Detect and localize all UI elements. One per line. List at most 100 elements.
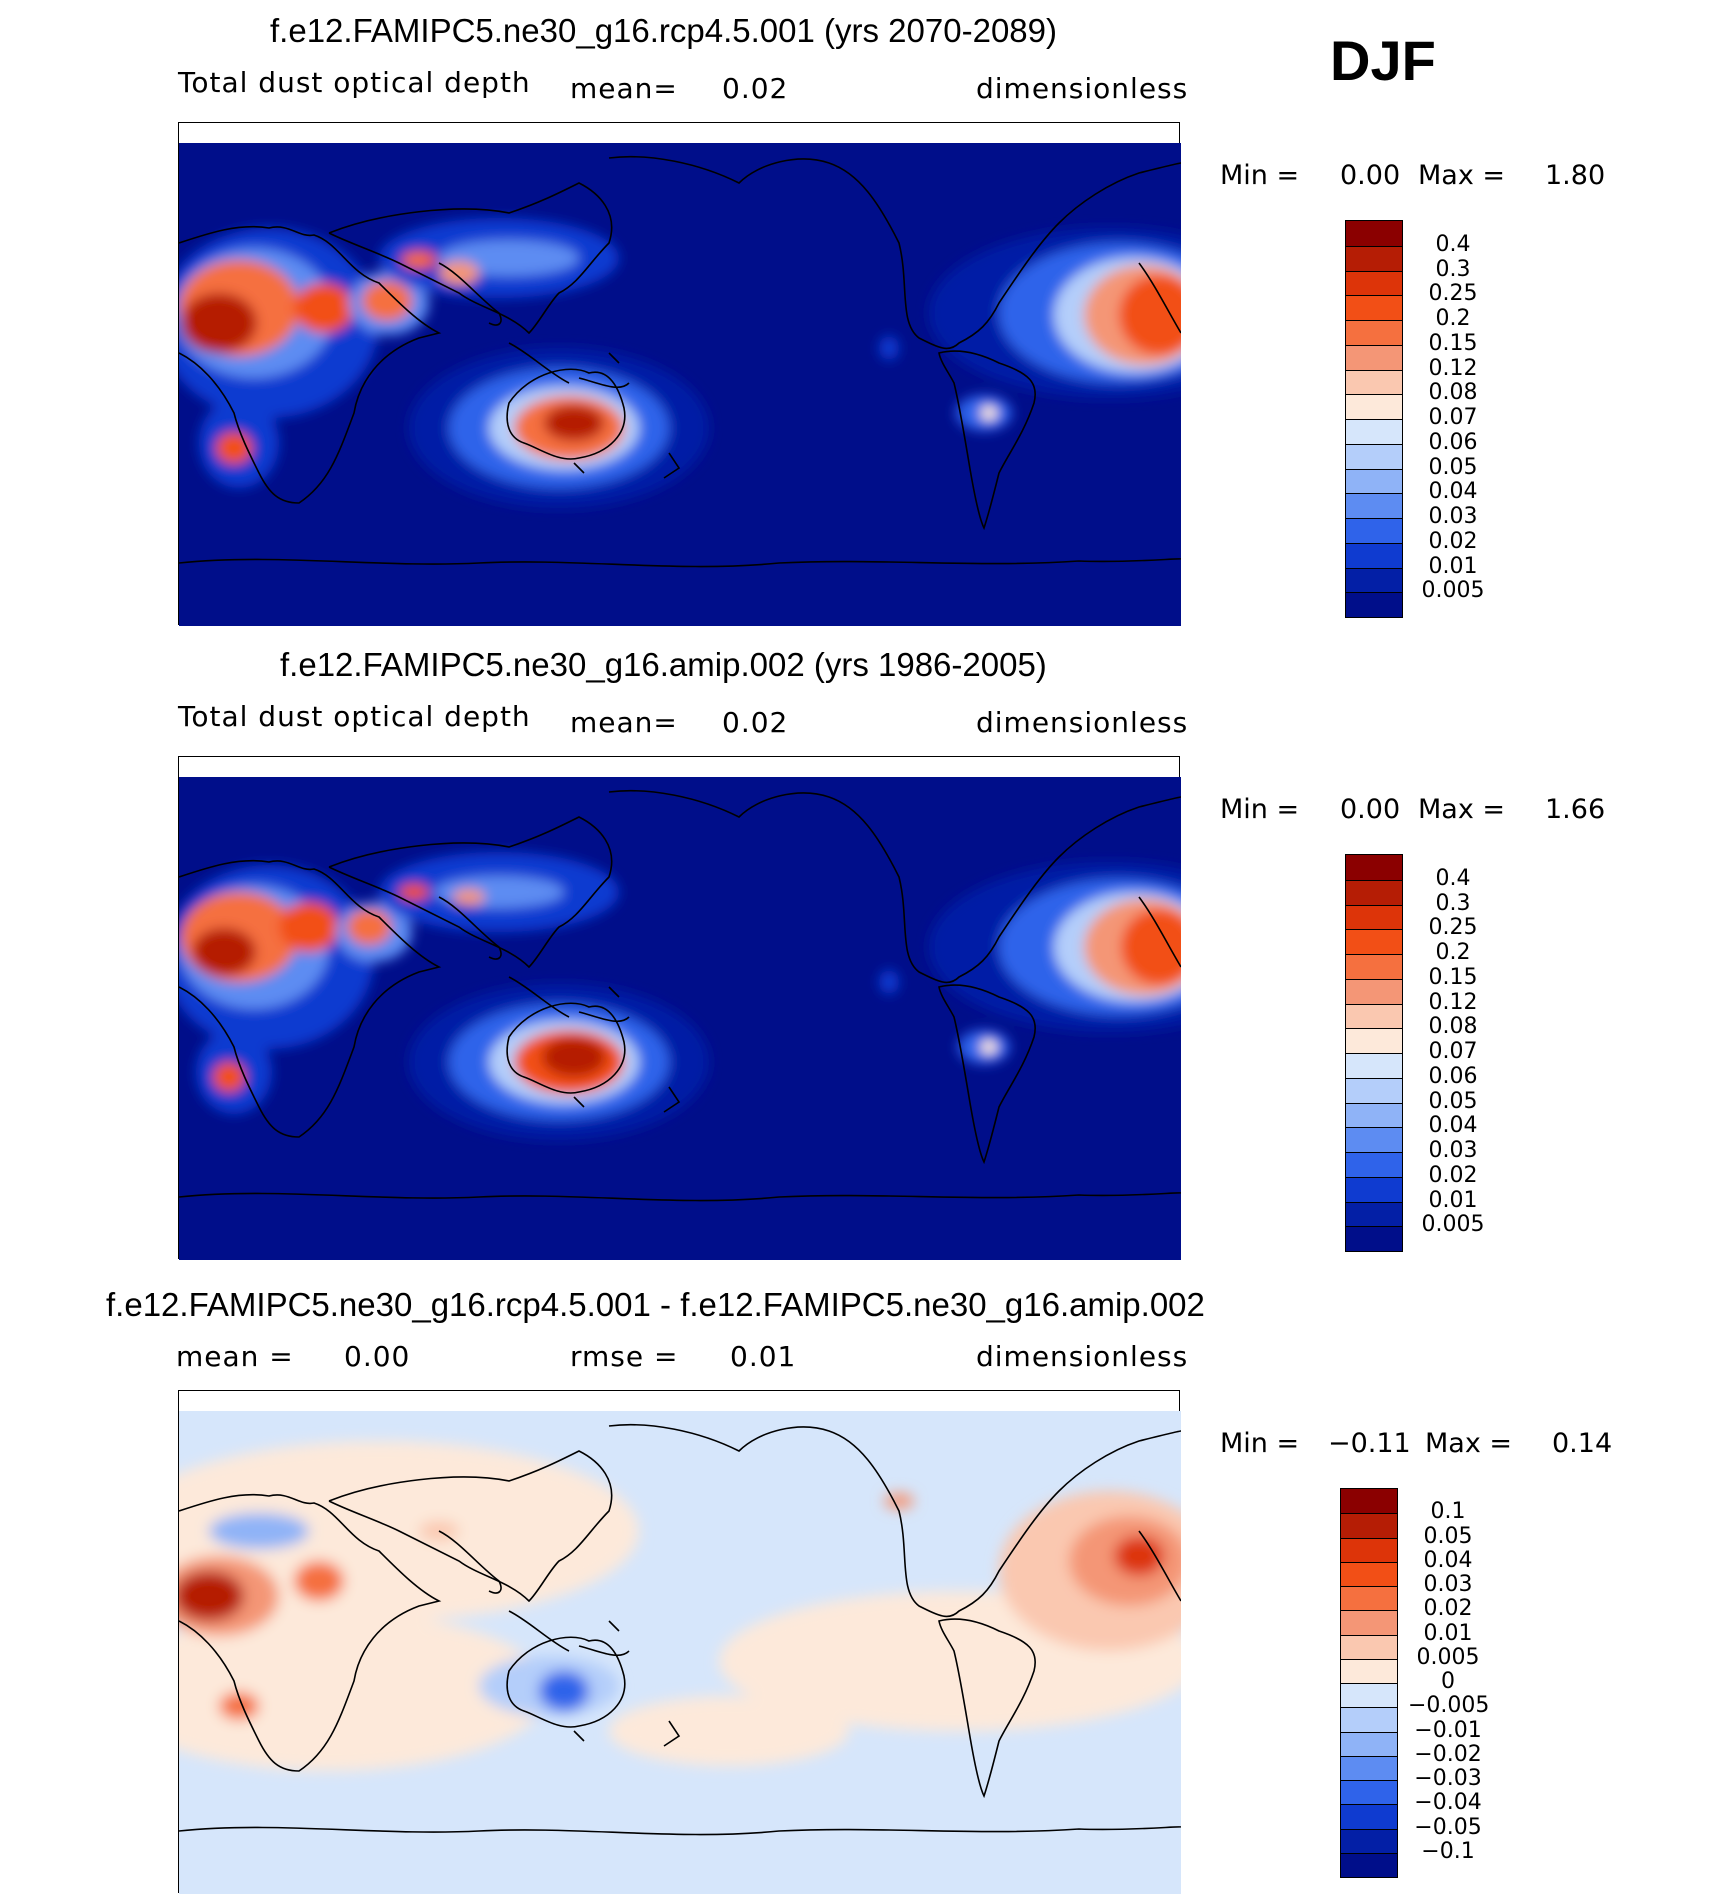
colorbar-swatch [1341,1634,1397,1659]
panel-top-max-value: 1.80 [1545,160,1606,191]
diff-positive-arabia [294,1561,344,1601]
coast-north-america [608,789,1181,984]
dust-spot-mexico [879,336,899,360]
colorbar-swatch [1341,1610,1397,1635]
panel-bottom-mean-value: 0.00 [344,1340,411,1373]
colorbar-label: 0.15 [1428,330,1478,356]
dust-spot-mexico [879,970,899,994]
coast-indonesia [508,976,630,1022]
colorbar-label: 0.3 [1435,256,1471,282]
coast-africa [179,859,442,1138]
panel-bottom-max-label: Max = [1425,1428,1513,1459]
colorbar-label: −0.01 [1414,1717,1482,1743]
diff-positive-kalahari [219,1692,259,1720]
panel-middle-max-label: Max = [1418,794,1506,825]
colorbar-label: 0.2 [1435,306,1471,331]
coast-north-america [608,155,1181,350]
colorbar-swatch [1346,1176,1402,1202]
coast-eurasia [328,182,613,335]
colorbar-label: −0.02 [1414,1741,1482,1767]
coast-australia [506,1002,626,1094]
diff-positive-eurasia [179,1441,639,1621]
colorbar-label: 0.15 [1428,964,1478,990]
panel-bottom-map-svg [179,1411,1181,1894]
colorbar-swatch [1346,1077,1402,1103]
colorbar-swatch [1346,1152,1402,1177]
colorbar-swatch [1346,592,1402,617]
coast-west-africa [1138,1530,1181,1602]
dust-spot-aral [405,254,429,266]
dust-plume-arabia-inner [347,909,391,945]
colorbar-swatch [1346,1053,1402,1078]
colorbar-label: 0.05 [1428,454,1478,480]
panel-bottom-map [178,1390,1181,1894]
coast-newzealand [573,1086,681,1113]
panel-middle-min-value: 0.00 [1340,794,1401,825]
colorbar-swatch [1346,567,1402,593]
colorbar-label: 0.08 [1428,1014,1478,1040]
coast-africa [179,1493,442,1772]
panel-bottom-units: dimensionless [976,1340,1189,1373]
colorbar-swatch [1341,1731,1397,1756]
colorbar-label: 0.4 [1435,865,1471,891]
coast-india [438,896,502,960]
diff-negative-australia-core [539,1671,589,1711]
diff-positive-north-america [884,1493,914,1509]
colorbar-swatch [1341,1537,1397,1562]
panel-top-max-label: Max = [1418,160,1506,191]
coast-south-america [938,350,1036,531]
panel-top-variable: Total dust optical depth [178,66,531,99]
colorbar-label: 0.03 [1428,504,1478,529]
colorbar-label: 0.01 [1428,553,1478,579]
panel-bottom-colorbar [1340,1488,1398,1878]
dust-plume-kalahari-inner [213,1062,245,1092]
coast-south-america [938,984,1036,1165]
coast-newzealand [573,1720,681,1747]
dust-spot-taklimakan [453,889,485,905]
coastlines [179,155,1181,568]
colorbar-label: 0.05 [1428,1088,1478,1114]
colorbar-swatch [1346,855,1402,880]
colorbar-swatch [1341,1852,1397,1877]
dust-spot-taklimakan [439,261,479,285]
coast-indonesia [508,1610,630,1656]
coast-eurasia [328,816,613,969]
colorbar-label: −0.04 [1414,1790,1482,1816]
panel-top-mean-value: 0.02 [722,72,789,105]
dust-spot-andes-inner [981,405,997,421]
colorbar-label: −0.005 [1408,1693,1490,1719]
panel-top-mean-label: mean= [570,72,678,105]
colorbar-label: 0.005 [1416,1644,1480,1670]
coast-south-america [938,1618,1036,1799]
colorbar-label: 0.01 [1428,1187,1478,1213]
colorbar-label: 0.07 [1428,405,1478,430]
dust-plume-nile [279,902,339,952]
dust-plume-asia-mid [434,876,564,908]
colorbar-label: 0.03 [1423,1572,1473,1597]
panel-middle-units: dimensionless [976,706,1189,739]
colorbar-swatch [1346,1201,1402,1227]
colorbar-label: −0.1 [1421,1838,1475,1864]
colorbar-label: 0.3 [1435,890,1471,916]
panel-middle-min-label: Min = [1220,794,1300,825]
dust-plume-sahara-core [192,928,256,976]
panel-bottom-max-value: 0.14 [1552,1428,1613,1459]
panel-bottom-rmse-value: 0.01 [730,1340,797,1373]
colorbar-label: 0 [1441,1669,1455,1694]
colorbar-label: 0.06 [1428,1063,1478,1089]
colorbar-label: −0.03 [1414,1766,1482,1791]
colorbar-swatch [1346,221,1402,246]
panel-top-map-svg [179,143,1181,626]
coast-australia [506,1636,626,1728]
colorbar-swatch [1341,1489,1397,1514]
colorbar-label: 0.005 [1421,578,1485,604]
colorbar-swatch [1346,493,1402,518]
colorbar-swatch [1346,443,1402,469]
panel-top-title: f.e12.FAMIPC5.ne30_g16.rcp4.5.001 (yrs 2… [270,12,1057,49]
coast-newzealand [573,452,681,479]
dust-plume-atlantic-core [1119,275,1181,355]
colorbar-label: 0.02 [1428,1162,1478,1188]
coast-eurasia [328,1450,613,1603]
colorbar-swatch [1341,1755,1397,1780]
dust-spot-caspian [399,884,429,900]
